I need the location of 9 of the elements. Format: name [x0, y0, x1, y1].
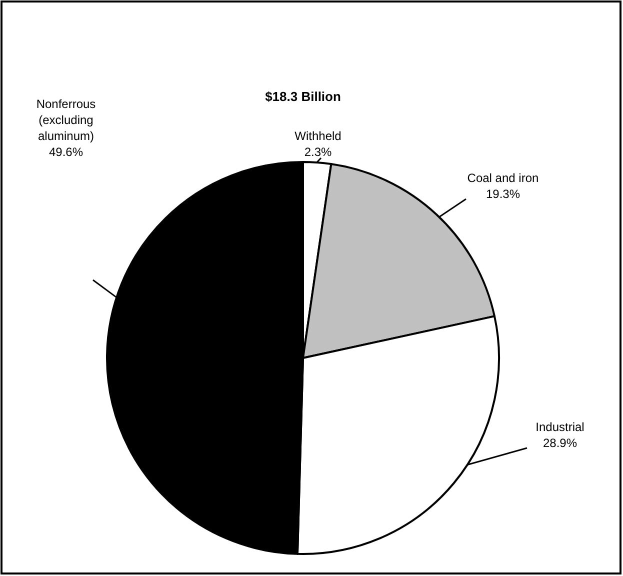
slice-label: Industrial [536, 420, 584, 434]
data-label: 28.9% [542, 436, 578, 450]
slice-label: Nonferrous (excluding aluminum) [36, 97, 96, 143]
data-label: 2.3% [304, 145, 332, 159]
slice-label: Coal and iron [467, 171, 539, 185]
data-label: 49.6% [48, 145, 84, 159]
data-label: 19.3% [486, 187, 520, 201]
slice-label: Withheld [294, 129, 342, 143]
chart-title: $18.3 Billion [265, 89, 341, 104]
